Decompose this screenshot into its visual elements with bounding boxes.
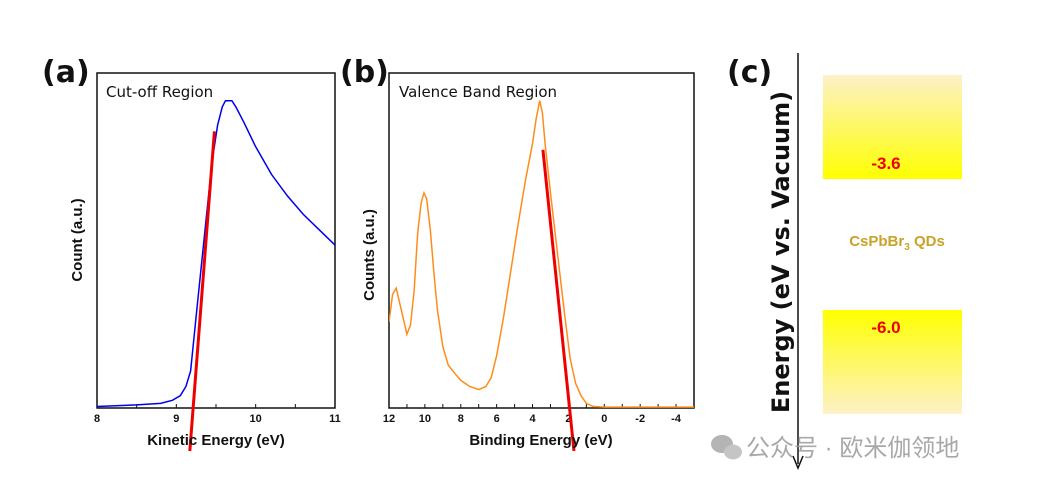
valence-band-box [823,310,962,414]
watermark: 公众号 · 欧米伽领地 [711,435,959,462]
panel-b-letter: (b) [340,55,389,90]
x-tick-label: 4 [529,413,536,425]
arrow-head-icon [792,455,804,470]
panel-a-x-label: Kinetic Energy (eV) [147,432,285,449]
x-tick-label: 6 [494,413,500,425]
conduction-band-box [823,75,962,179]
vbm-value: -6.0 [871,318,900,337]
panel-b-red-fit-line [541,149,576,452]
panel-b-y-label: Counts (a.u.) [361,209,378,301]
x-tick-label: 12 [383,413,395,425]
x-tick-label: 8 [94,413,100,425]
material-name: CsPbBr [849,233,904,250]
panel-b-x-label: Binding Energy (eV) [469,432,612,449]
panel-a-red-fit-line [188,131,216,452]
x-tick-label: 9 [173,413,179,425]
material-label: CsPbBr3 QDs [849,233,945,253]
x-tick-label: -2 [635,413,645,425]
panel-b: (b) Valence Band Region 12 10 8 6 4 2 0 -2 -4 Bi… [340,55,695,452]
panel-a-annotation: Cut-off Region [106,83,213,101]
x-tick-label: 2 [565,413,571,425]
panel-c-y-label: Energy (eV vs. Vacuum) [767,91,795,413]
panel-b-axes-frame [388,72,695,409]
x-tick-label: 10 [250,413,262,425]
panel-a-blue-curve [97,99,335,408]
x-tick-label: 10 [419,413,431,425]
panel-b-annotation: Valence Band Region [399,83,557,101]
wechat-icon-bubble [724,444,742,460]
x-tick-label: 8 [458,413,464,425]
material-subscript: 3 [904,242,910,253]
x-tick-label: 0 [601,413,607,425]
x-tick-label: -4 [671,413,682,425]
panel-a: (a) Cut-off Region 8 9 10 11 Kinetic Energy… [42,55,341,452]
panel-a-y-label: Count (a.u.) [69,198,86,281]
material-suffix: QDs [910,233,945,250]
panel-a-letter: (a) [42,55,90,90]
panel-a-axes-frame [96,72,336,409]
panel-a-x-ticks: 8 9 10 11 [94,404,341,425]
panel-c: (c) Energy (eV vs. Vacuum) -3.6 -6.0 CsP… [727,53,962,470]
panel-b-x-ticks: 12 10 8 6 4 2 0 -2 -4 [383,404,695,425]
panel-b-orange-curve [389,100,694,408]
x-tick-label: 11 [329,413,341,425]
cbm-value: -3.6 [871,154,900,173]
watermark-text: 公众号 · 欧米伽领地 [746,435,959,462]
panel-c-letter: (c) [727,55,772,90]
